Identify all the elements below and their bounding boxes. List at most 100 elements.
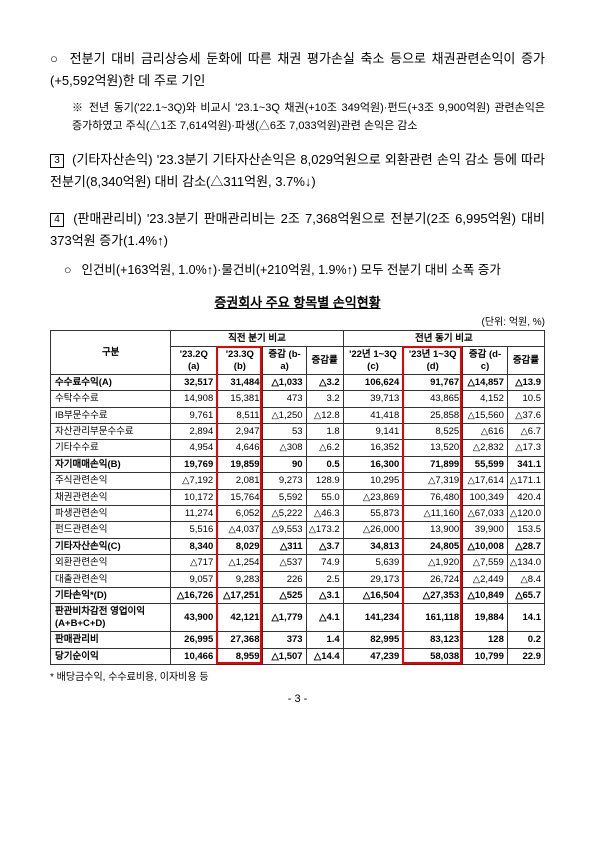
cell: 14.1 — [507, 604, 544, 632]
cell: △16,504 — [343, 588, 403, 604]
cell: 373 — [263, 632, 306, 648]
cell: 83,123 — [403, 632, 463, 648]
cell: 1.8 — [306, 424, 343, 440]
cell: △14,857 — [463, 374, 508, 390]
cell: 8,959 — [217, 648, 263, 664]
cell: 3.2 — [306, 391, 343, 407]
cell: △14.4 — [306, 648, 343, 664]
cell: △28.7 — [507, 538, 544, 554]
cell: △1,033 — [263, 374, 306, 390]
row-label: 수수료수익(A) — [51, 374, 171, 390]
cell: △717 — [171, 555, 217, 571]
table-row: 외환관련손익△717△1,254△53774.95,639△1,920△7,55… — [51, 555, 545, 571]
cell: 100,349 — [463, 489, 508, 505]
cell: 5,639 — [343, 555, 403, 571]
cell: △10,008 — [463, 538, 508, 554]
cell: 226 — [263, 571, 306, 587]
cell: 128.9 — [306, 473, 343, 489]
th-h3: 증감 (b-a) — [263, 347, 306, 375]
cell: 153.5 — [507, 522, 544, 538]
cell: △7,319 — [403, 473, 463, 489]
cell: 31,484 — [217, 374, 263, 390]
cell: 90 — [263, 456, 306, 472]
cell: 34,813 — [343, 538, 403, 554]
cell: △3.1 — [306, 588, 343, 604]
cell: 58,038 — [403, 648, 463, 664]
section-3: 3 (기타자산손익) '23.3분기 기타자산손익은 8,029억원으로 외환관… — [50, 149, 545, 193]
bullet-para-1: ○ 전분기 대비 금리상승세 둔화에 따른 채권 평가손실 축소 등으로 채권관… — [50, 48, 545, 92]
cell: 10,466 — [171, 648, 217, 664]
table-row: 기타수수료4,9544,646△308△6.216,35213,520△2,83… — [51, 440, 545, 456]
cell: △26,000 — [343, 522, 403, 538]
cell: 9,761 — [171, 407, 217, 423]
cell: 0.5 — [306, 456, 343, 472]
sub-mark: ※ — [72, 102, 84, 114]
cell: 16,300 — [343, 456, 403, 472]
cell: △4.1 — [306, 604, 343, 632]
cell: △17,614 — [463, 473, 508, 489]
table-row: 수탁수수료14,90815,3814733.239,71343,8654,152… — [51, 391, 545, 407]
cell: △10,849 — [463, 588, 508, 604]
cell: 6,052 — [217, 506, 263, 522]
row-label: 기타수수료 — [51, 440, 171, 456]
cell: △65.7 — [507, 588, 544, 604]
row-label: 채권관련손익 — [51, 489, 171, 505]
bullet-mark: ○ — [50, 48, 64, 70]
cell: 39,900 — [463, 522, 508, 538]
cell: △1,254 — [217, 555, 263, 571]
cell: 13,520 — [403, 440, 463, 456]
cell: 19,769 — [171, 456, 217, 472]
cell: △13.9 — [507, 374, 544, 390]
cell: 473 — [263, 391, 306, 407]
table-row: 판매관리비26,99527,3683731.482,99583,1231280.… — [51, 632, 545, 648]
cell: △7,192 — [171, 473, 217, 489]
th-col: 구분 — [51, 330, 171, 374]
row-label: 판매관리비 — [51, 632, 171, 648]
cell: △17.3 — [507, 440, 544, 456]
table-wrapper: 구분 직전 분기 비교 전년 동기 비교 '23.2Q (a) '23.3Q (… — [50, 330, 545, 665]
cell: 41,418 — [343, 407, 403, 423]
sub-text: 전년 동기('22.1~3Q)와 비교시 '23.1~3Q 채권(+10조 34… — [72, 102, 545, 132]
cell: 161,118 — [403, 604, 463, 632]
cell: 2,081 — [217, 473, 263, 489]
cell: △2,449 — [463, 571, 508, 587]
bullet-mark-2: ○ — [64, 260, 78, 280]
th-h8: 증감률 — [507, 347, 544, 375]
cell: 341.1 — [507, 456, 544, 472]
section-num-3: 3 — [50, 154, 64, 168]
table-row: 펀드관련손익5,516△4,037△9,553△173.2△26,00013,9… — [51, 522, 545, 538]
cell: 82,995 — [343, 632, 403, 648]
row-label: 대출관련손익 — [51, 571, 171, 587]
cell: △616 — [463, 424, 508, 440]
cell: 47,239 — [343, 648, 403, 664]
table-row: 주식관련손익△7,1922,0819,273128.910,295△7,319△… — [51, 473, 545, 489]
cell: 8,525 — [403, 424, 463, 440]
table-row: 채권관련손익10,17215,7645,59255.0△23,86976,480… — [51, 489, 545, 505]
table-row: 수수료수익(A)32,51731,484△1,033△3.2106,62491,… — [51, 374, 545, 390]
cell: △3.2 — [306, 374, 343, 390]
sub-note-1: ※ 전년 동기('22.1~3Q)와 비교시 '23.1~3Q 채권(+10조 … — [72, 100, 545, 135]
cell: △2,832 — [463, 440, 508, 456]
cell: △16,726 — [171, 588, 217, 604]
cell: △46.3 — [306, 506, 343, 522]
cell: 4,954 — [171, 440, 217, 456]
cell: 4,646 — [217, 440, 263, 456]
cell: △1,920 — [403, 555, 463, 571]
cell: 8,340 — [171, 538, 217, 554]
cell: 10,799 — [463, 648, 508, 664]
cell: 9,283 — [217, 571, 263, 587]
cell: △12.8 — [306, 407, 343, 423]
table-row: 판관비차감전 영업이익(A+B+C+D)43,90042,121△1,779△4… — [51, 604, 545, 632]
cell: 141,234 — [343, 604, 403, 632]
cell: 10,295 — [343, 473, 403, 489]
cell: △37.6 — [507, 407, 544, 423]
cell: 19,859 — [217, 456, 263, 472]
cell: 76,480 — [403, 489, 463, 505]
cell: 55,599 — [463, 456, 508, 472]
cell: △1,250 — [263, 407, 306, 423]
row-label: IB부문수수료 — [51, 407, 171, 423]
row-label: 판관비차감전 영업이익(A+B+C+D) — [51, 604, 171, 632]
cell: 53 — [263, 424, 306, 440]
cell: 4,152 — [463, 391, 508, 407]
th-h7: 증감 (d-c) — [463, 347, 508, 375]
